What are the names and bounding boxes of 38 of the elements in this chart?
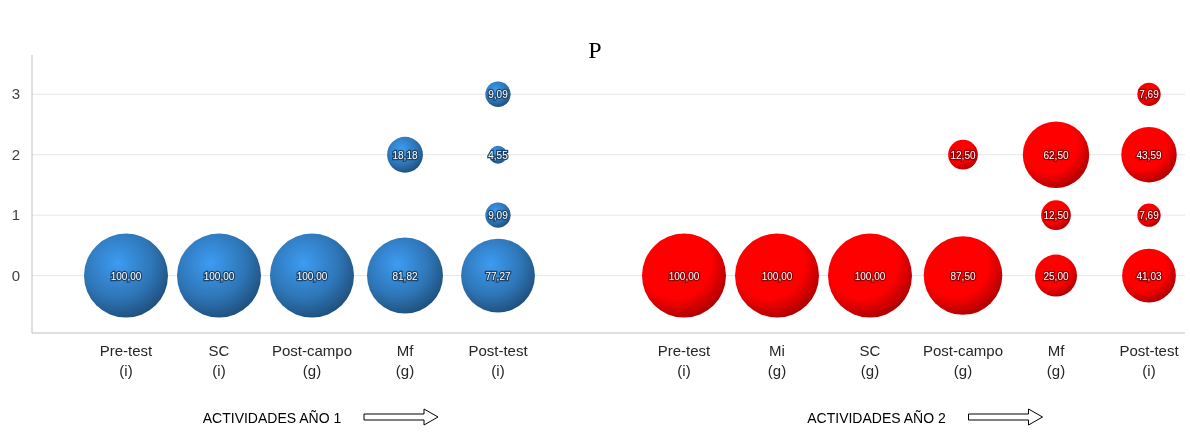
data-label: 7,69 [1139, 89, 1160, 101]
data-label: 9,09 [488, 89, 509, 101]
data-label: 41,03 [1136, 270, 1162, 282]
data-label: 81,82 [392, 270, 418, 282]
x-tick-label: Post-campo (g) [922, 342, 1004, 379]
data-label: 12,50 [1043, 210, 1069, 222]
x-tick-label: SC (i) [208, 342, 230, 379]
text: ACTIVIDADES AÑO 1 [202, 410, 342, 426]
y-tick-label: 3 [11, 85, 21, 103]
data-label: 12,50 [950, 149, 976, 161]
data-label: 7,69 [1139, 210, 1160, 222]
x-tick-label: Pre-test (i) [657, 342, 712, 379]
data-label: 100,00 [296, 270, 328, 282]
x-tick-label: Post-test (i) [468, 342, 529, 379]
data-label: 18,18 [392, 149, 418, 161]
x-tick-label: Mf (g) [395, 342, 415, 379]
y-tick-label: 2 [11, 145, 21, 163]
data-label: 25,00 [1043, 270, 1069, 282]
x-tick-label: Mi (g) [767, 342, 787, 379]
data-label: 100,00 [668, 270, 700, 282]
text: ACTIVIDADES AÑO 2 [807, 410, 946, 426]
x-tick-label: Mf (g) [1046, 342, 1066, 379]
x-tick-label: SC (g) [859, 342, 881, 379]
x-tick-label: Post-campo (g) [271, 342, 353, 379]
x-tick-label: Pre-test (i) [99, 342, 154, 379]
data-label: 100,00 [203, 270, 235, 282]
data-label: 100,00 [110, 270, 142, 282]
data-label: 9,09 [488, 210, 509, 222]
data-label: 43,59 [1136, 149, 1162, 161]
y-tick-label: 1 [11, 206, 21, 224]
x-tick-label: Post-test (i) [1119, 342, 1180, 379]
chart-title: P [588, 37, 602, 63]
y-tick-label: 0 [11, 266, 21, 284]
data-label: 100,00 [854, 270, 886, 282]
data-label: 62,50 [1043, 149, 1069, 161]
data-label: 100,00 [761, 270, 793, 282]
data-label: 87,50 [950, 270, 976, 282]
data-label: 77,27 [485, 270, 511, 282]
